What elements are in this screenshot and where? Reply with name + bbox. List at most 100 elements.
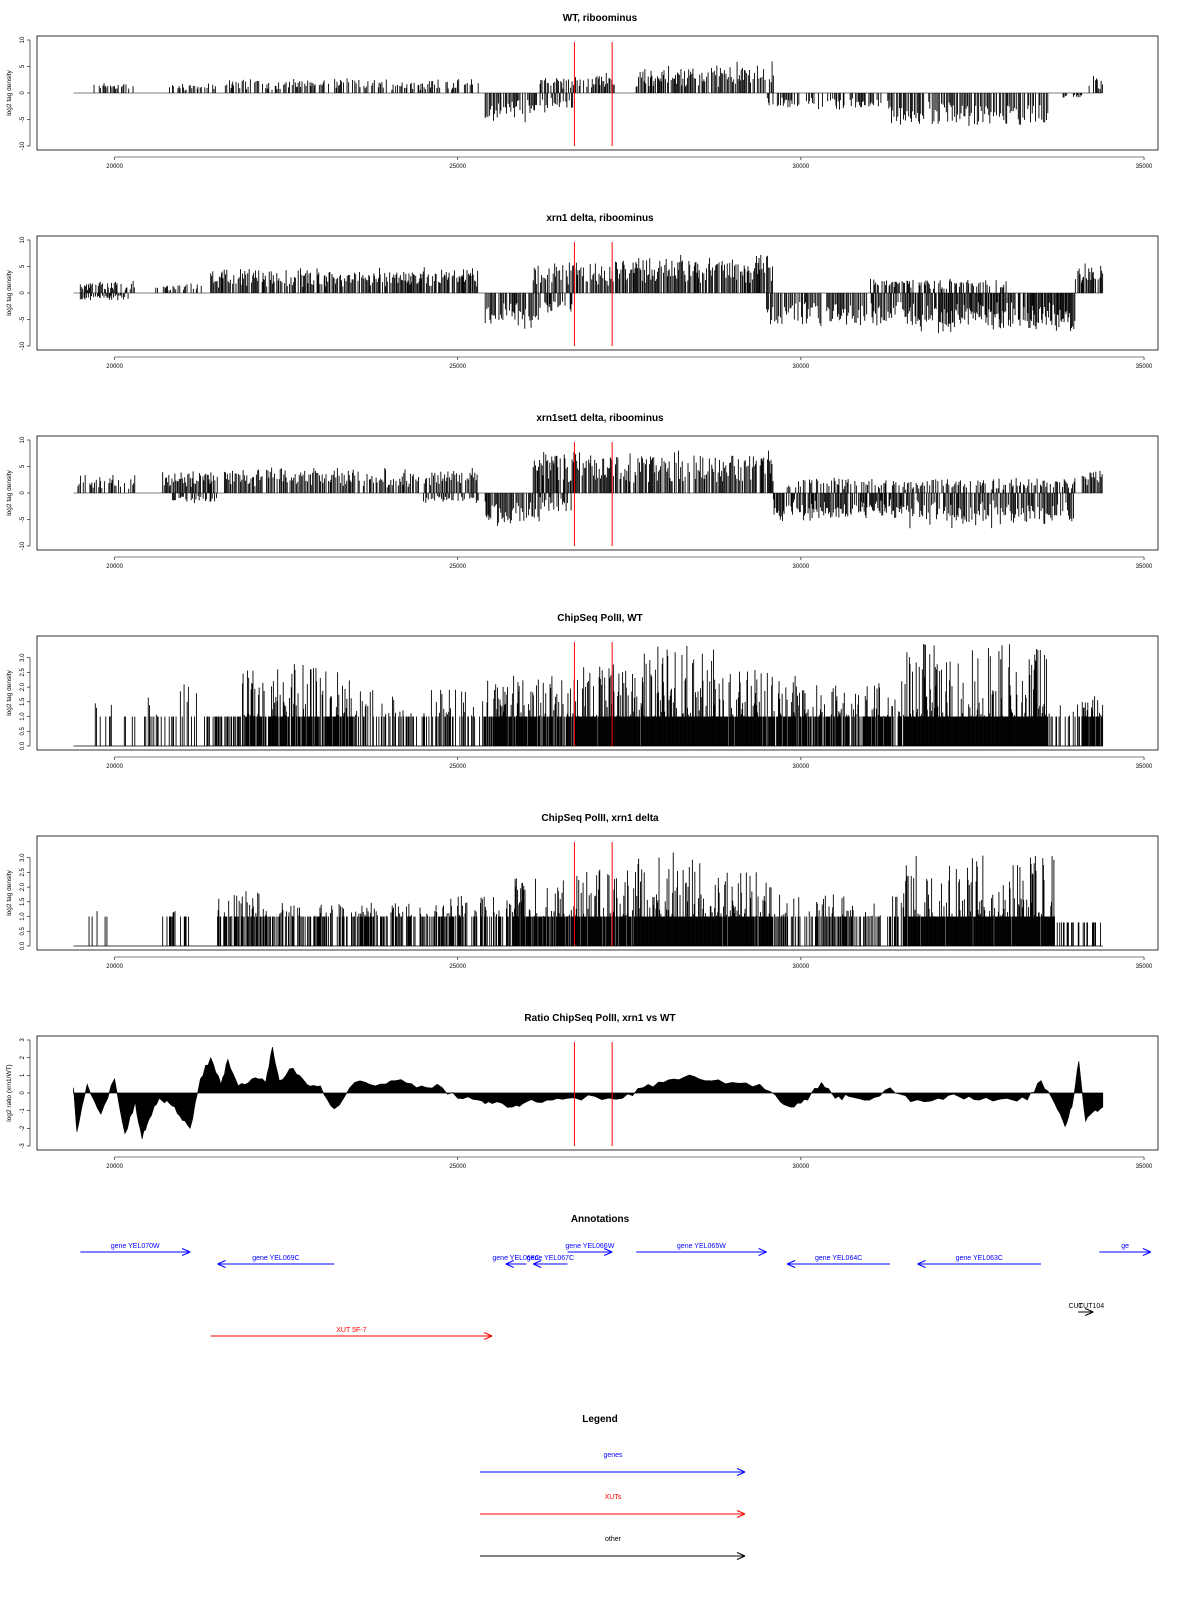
y-tick-label: -5 [20,316,26,322]
panel-title: WT, riboominus [563,13,638,24]
annotation-label: gene YEL065W [677,1243,726,1250]
y-tick-label: 10 [20,236,26,243]
panel-title: Ratio ChipSeq PolII, xrn1 vs WT [524,1013,675,1024]
panel-4: ChipSeq PolII, WT 0.0 0.5 1.0 1.5 2.0 2.5 3.0 lo… [6,613,1159,770]
annotation-feature: gene YEL067C [527,1255,574,1268]
annotation-feature: gene YEL068C [492,1255,540,1268]
arrow-head [533,1263,542,1268]
gene-arrow [217,1260,335,1268]
arrow-head [917,1263,926,1268]
y-tick-label: 0.5 [20,926,26,935]
annotation-feature: CUT104 [1078,1303,1104,1316]
panel-title: ChipSeq PolII, xrn1 delta [541,813,659,824]
y-tick-label: 2 [20,1055,26,1059]
annotation-label: gene YEL070W [111,1243,160,1250]
arrow-head [483,1335,493,1340]
y-axis-label: log2 ratio (xrn1/WT) [6,1064,13,1121]
gene-arrow [567,1248,613,1256]
xut-arrow [210,1332,493,1340]
arrow-head [505,1263,514,1268]
arrow-head [758,1248,767,1253]
y-tick-label: 2.0 [20,882,26,891]
annotation-feature: gene YEL064C [786,1255,891,1268]
arrow-head [533,1260,542,1265]
gene-arrow [80,1248,191,1256]
legend-item-xuts: XUTs [480,1494,746,1518]
x-tick-label: 20000 [106,364,123,370]
x-tick-label: 35000 [1136,364,1153,370]
annotation-label: CUT [1069,1303,1084,1310]
arrow-head [181,1248,191,1253]
x-tick-label: 25000 [449,964,466,970]
arrow-head [1085,1308,1094,1313]
y-tick-label: 0 [20,491,26,495]
panel-title: xrn1 delta, riboominus [546,213,654,224]
legend-title: Legend [582,1414,618,1425]
legend-arrow [480,1510,746,1518]
arrow-head [736,1555,746,1560]
annotation-feature: CUT [1069,1303,1084,1310]
plot-frame [36,235,1159,351]
x-tick-label: 25000 [449,564,466,570]
y-tick-label: 3 [20,1038,26,1042]
annotation-feature: ge [1099,1243,1152,1256]
x-tick-label: 30000 [793,364,810,370]
arrow-head [217,1260,226,1265]
annotation-label: gene YEL063C [956,1255,1003,1262]
y-tick-label: 3.0 [20,853,26,862]
legend-label: genes [603,1452,623,1459]
y-tick-label: 0 [20,91,26,95]
x-tick-label: 30000 [793,764,810,770]
annotation-label: gene YEL069C [252,1255,299,1262]
x-tick-label: 30000 [793,564,810,570]
legend-label: other [605,1536,622,1543]
legend-label: XUTs [605,1494,622,1501]
annotation-feature: gene YEL066W [565,1243,615,1256]
panel-2: xrn1 delta, riboominus -10 -5 0 5 10 log2 tag … [6,213,1159,370]
arrow-head [736,1468,746,1473]
x-tick-label: 20000 [106,164,123,170]
y-tick-label: -10 [20,141,26,150]
annotations-title: Annotations [571,1214,630,1225]
gene-arrow [786,1260,891,1268]
arrow-head [603,1251,613,1256]
signal-bars [77,450,1103,529]
arrow-head [483,1332,493,1337]
y-tick-label: 0.0 [20,941,26,950]
x-tick-label: 30000 [793,1164,810,1170]
annotation-label: gene YEL068C [492,1255,539,1262]
annotations-panel: Annotations gene YEL070W gene YEL069C gene … [80,1214,1152,1340]
y-tick-label: -5 [20,516,26,522]
annotation-label: gene YEL067C [527,1255,574,1262]
y-tick-label: 0.5 [20,726,26,735]
legend-arrow [480,1468,746,1476]
panel-1: WT, riboominus -10 -5 0 5 10 log2 tag density 2… [6,13,1159,170]
other-arrow [1078,1308,1094,1316]
y-tick-label: 1.0 [20,712,26,721]
x-tick-label: 25000 [449,1164,466,1170]
legend-panel: Legend genes XUTs other [480,1414,746,1560]
y-tick-label: -3 [20,1143,26,1149]
annotation-feature: gene YEL070W [80,1243,191,1256]
y-tick-label: 1.5 [20,897,26,906]
annotation-label: ge [1121,1243,1129,1250]
x-tick-label: 20000 [106,1164,123,1170]
signal-bars [79,254,1104,334]
y-tick-label: 10 [20,36,26,43]
panel-5: ChipSeq PolII, xrn1 delta 0.0 0.5 1.0 1.5 2.0… [6,813,1159,970]
y-tick-label: -5 [20,116,26,122]
plot-frame [36,435,1159,551]
arrow-head [505,1260,514,1265]
y-tick-label: 0 [20,291,26,295]
plot-frame [36,1035,1159,1151]
plot-frame [36,835,1159,951]
y-tick-label: -10 [20,541,26,550]
panel-title: xrn1set1 delta, riboominus [536,413,664,424]
gene-arrow [1099,1248,1152,1256]
arrow-head [1085,1311,1094,1316]
y-tick-label: 10 [20,436,26,443]
arrow-head [758,1251,767,1256]
gene-arrow [636,1248,767,1256]
